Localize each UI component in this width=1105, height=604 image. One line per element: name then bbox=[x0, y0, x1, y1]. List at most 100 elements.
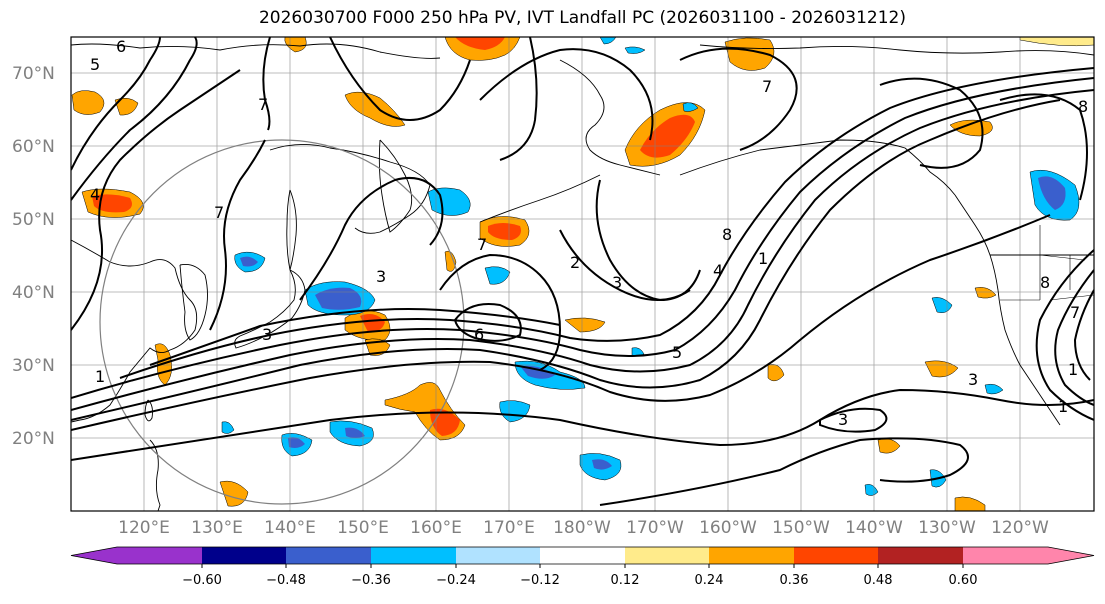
lat-label: 20°N bbox=[12, 429, 55, 449]
colorbar-extend-high bbox=[1048, 547, 1094, 564]
contour-jet-2 bbox=[71, 89, 1094, 411]
map-title: 2026030700 F000 250 hPa PV, IVT Landfall… bbox=[258, 8, 906, 28]
colorbar: −0.60 −0.48 −0.36 −0.24 −0.12 0.12 0.24 … bbox=[70, 546, 1095, 588]
map-area bbox=[71, 37, 1094, 511]
contour-labels: 6 5 7 4 7 3 7 6 3 5 7 8 1 4 8 3 1 2 3 3 … bbox=[90, 37, 1088, 429]
neg-anom-18 bbox=[682, 102, 699, 112]
colorbar-segment bbox=[286, 547, 371, 564]
colorbar-segment bbox=[202, 547, 286, 564]
coast-bc bbox=[954, 194, 1061, 426]
contour-label: 3 bbox=[376, 267, 386, 286]
pos-anom-20 bbox=[219, 480, 249, 507]
contour-6-closed bbox=[453, 303, 522, 342]
lon-label: 160°E bbox=[410, 518, 462, 538]
coastlines bbox=[71, 43, 1094, 511]
lon-label: 170°E bbox=[483, 518, 535, 538]
graticule bbox=[71, 37, 1094, 511]
lat-label: 70°N bbox=[12, 64, 55, 84]
colorbar-segment bbox=[625, 547, 709, 564]
colorbar-segment bbox=[371, 547, 456, 564]
colorbar-segment bbox=[117, 547, 202, 564]
contour-label: 6 bbox=[474, 325, 484, 344]
neg-anom-9b bbox=[592, 459, 612, 470]
contour-label: 2 bbox=[570, 253, 580, 272]
contour-label: 4 bbox=[713, 261, 723, 280]
contour-west-coast-3 bbox=[1073, 289, 1094, 381]
colorbar-tick-label: −0.24 bbox=[436, 573, 476, 588]
pos-anom-8b bbox=[640, 114, 695, 158]
colorbar-tick-label: −0.48 bbox=[266, 573, 306, 588]
neg-anom-7b bbox=[345, 427, 365, 438]
colorbar-tick-labels: −0.60 −0.48 −0.36 −0.24 −0.12 0.12 0.24 … bbox=[182, 573, 977, 588]
lon-label: 140°W bbox=[845, 518, 903, 538]
contour-7-north bbox=[679, 47, 798, 151]
colorbar-segment bbox=[878, 547, 963, 564]
pos-anom-5b bbox=[455, 37, 505, 50]
coast-asia-north bbox=[71, 43, 441, 59]
lon-label: 150°E bbox=[337, 518, 389, 538]
pos-anom-4 bbox=[344, 91, 406, 127]
colorbar-ticks bbox=[201, 564, 964, 568]
coast-korea bbox=[179, 264, 208, 341]
lat-label: 50°N bbox=[12, 210, 55, 230]
contour-jet-5 bbox=[149, 308, 561, 366]
neg-anom-17 bbox=[984, 383, 1004, 395]
contour-label: 7 bbox=[214, 203, 224, 222]
lon-label: 120°W bbox=[991, 518, 1049, 538]
colorbar-tick-label: 0.36 bbox=[780, 573, 809, 588]
pos-anom-16 bbox=[564, 317, 606, 333]
pos-anom-12b bbox=[360, 314, 385, 333]
contour-west-coast-2 bbox=[1054, 269, 1094, 406]
lon-label: 140°E bbox=[264, 518, 316, 538]
colorbar-segments bbox=[70, 546, 1095, 565]
neg-anom-2b bbox=[240, 256, 258, 267]
colorbar-tick-label: 0.24 bbox=[695, 573, 724, 588]
contour-3-low bbox=[819, 407, 888, 433]
contour-n1 bbox=[329, 37, 471, 121]
contour-trough-2 bbox=[299, 176, 444, 301]
lat-label: 30°N bbox=[12, 356, 55, 376]
contour-label: 1 bbox=[95, 367, 105, 386]
contour-label: 3 bbox=[262, 325, 272, 344]
coast-japan bbox=[234, 269, 306, 349]
pos-anom-23 bbox=[974, 287, 997, 299]
lon-label: 130°W bbox=[918, 518, 976, 538]
coast-asia-east bbox=[71, 239, 198, 423]
contour-nw-2 bbox=[71, 37, 161, 171]
contour-label: 6 bbox=[116, 37, 126, 56]
neg-anom-4 bbox=[484, 266, 511, 285]
lon-label: 120°E bbox=[118, 518, 170, 538]
contour-nw bbox=[71, 37, 198, 201]
coast-alaska-west bbox=[559, 59, 661, 176]
contour-gulf-2 bbox=[559, 229, 691, 301]
neg-anom-16 bbox=[864, 484, 879, 496]
contour-label: 4 bbox=[90, 185, 100, 204]
contour-jet-1 bbox=[71, 99, 1061, 421]
pos-anom-21 bbox=[954, 496, 986, 511]
neg-anom-15 bbox=[221, 421, 235, 434]
coast-alaska-peninsula bbox=[479, 174, 601, 223]
colorbar-tick-label: 0.48 bbox=[864, 573, 893, 588]
neg-anom-5b bbox=[520, 365, 555, 379]
lat-label: 60°N bbox=[12, 137, 55, 157]
colorbar-tick-label: −0.36 bbox=[351, 573, 391, 588]
colorbar-segment bbox=[963, 547, 1048, 564]
coast-kamchatka bbox=[378, 139, 413, 233]
neg-anom-1 bbox=[427, 187, 471, 216]
contour-label: 7 bbox=[258, 95, 268, 114]
coast-taiwan bbox=[144, 399, 153, 422]
lon-label: 180°W bbox=[553, 518, 611, 538]
contour-label: 5 bbox=[672, 343, 682, 362]
lon-label: 170°W bbox=[626, 518, 684, 538]
contour-jet-6 bbox=[71, 214, 1051, 431]
contour-alaska bbox=[479, 48, 654, 141]
colorbar-tick-label: −0.12 bbox=[520, 573, 560, 588]
contour-inner bbox=[439, 253, 562, 371]
contour-label: 8 bbox=[722, 225, 732, 244]
contour-label: 5 bbox=[90, 55, 100, 74]
contour-south-2 bbox=[599, 437, 969, 506]
state-lines bbox=[1000, 225, 1094, 301]
contour-label: 7 bbox=[1070, 303, 1080, 322]
contour-n2 bbox=[262, 37, 271, 131]
colorbar-segment bbox=[794, 547, 878, 564]
